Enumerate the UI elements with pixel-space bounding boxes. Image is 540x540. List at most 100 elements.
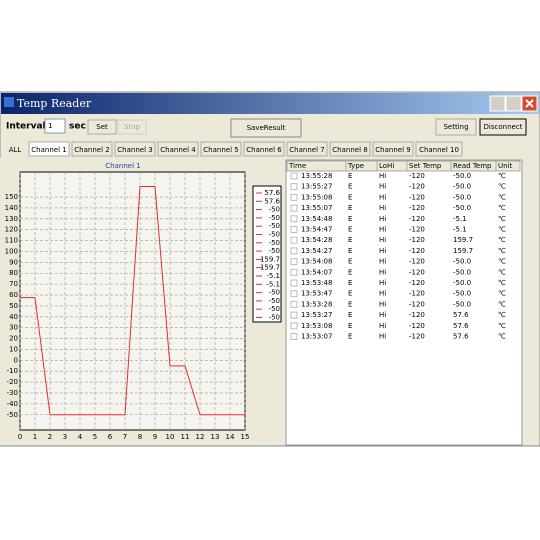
y-tick-label: 40 bbox=[9, 313, 18, 321]
table-cell: 13:55:08 bbox=[301, 193, 332, 201]
tab[interactable] bbox=[28, 141, 70, 157]
table-cell: 13:54:27 bbox=[301, 247, 332, 255]
tab[interactable] bbox=[415, 141, 463, 157]
table-cell: E bbox=[348, 279, 352, 287]
y-tick-label: 100 bbox=[5, 247, 18, 255]
table-cell: -50.0 bbox=[453, 300, 471, 308]
tab-label: Channel 10 bbox=[419, 146, 459, 154]
table-cell: E bbox=[348, 300, 352, 308]
table-cell: -120 bbox=[409, 172, 425, 180]
y-tick-label: 0 bbox=[14, 356, 18, 364]
tab[interactable] bbox=[4, 142, 26, 156]
table-cell: E bbox=[348, 268, 352, 276]
row-checkbox[interactable] bbox=[290, 258, 298, 266]
interval-input[interactable] bbox=[44, 118, 66, 134]
table-cell: 13:55:28 bbox=[301, 172, 332, 180]
disconnect-button[interactable] bbox=[479, 118, 527, 136]
stop-button[interactable] bbox=[117, 119, 147, 135]
x-tick-label: 10 bbox=[166, 433, 175, 441]
setting-label: Setting bbox=[443, 123, 468, 131]
tab[interactable] bbox=[71, 141, 113, 157]
tab[interactable] bbox=[200, 141, 242, 157]
row-checkbox[interactable] bbox=[290, 172, 298, 180]
table-cell: Hi bbox=[379, 247, 386, 255]
row-checkbox[interactable] bbox=[290, 290, 298, 298]
maximize-button[interactable] bbox=[505, 95, 522, 112]
table-cell: 13:54:48 bbox=[301, 215, 332, 223]
table-cell: E bbox=[348, 172, 352, 180]
table-cell: ℃ bbox=[498, 172, 506, 180]
table-cell: -50.0 bbox=[453, 183, 471, 191]
row-checkbox[interactable] bbox=[290, 311, 298, 319]
row-checkbox[interactable] bbox=[290, 226, 298, 233]
tab-label: Channel 6 bbox=[246, 146, 282, 154]
setting-button[interactable] bbox=[435, 118, 477, 136]
table-cell: -120 bbox=[409, 183, 425, 191]
table-cell: Hi bbox=[379, 215, 386, 223]
minimize-button[interactable] bbox=[489, 95, 506, 112]
tab[interactable] bbox=[286, 141, 328, 157]
column-header-label: Read Temp bbox=[453, 162, 492, 170]
save-button[interactable] bbox=[230, 118, 302, 138]
legend-value: -50 bbox=[269, 206, 280, 214]
legend-value: -50 bbox=[269, 314, 280, 322]
table-cell: Hi bbox=[379, 268, 386, 276]
table-cell: 13:53:07 bbox=[301, 333, 332, 341]
table-cell: 13:55:27 bbox=[301, 183, 332, 191]
x-tick-label: 0 bbox=[18, 433, 22, 441]
table-cell: 13:54:07 bbox=[301, 268, 332, 276]
row-checkbox[interactable] bbox=[290, 247, 298, 255]
legend-value: -50 bbox=[269, 214, 280, 222]
table-cell: 13:53:27 bbox=[301, 311, 332, 319]
table-cell: 13:54:08 bbox=[301, 258, 332, 266]
tab-label: Channel 7 bbox=[289, 146, 324, 154]
tab[interactable] bbox=[372, 141, 414, 157]
table-cell: -50.0 bbox=[453, 279, 471, 287]
table-cell: E bbox=[348, 193, 352, 201]
x-tick-label: 1 bbox=[33, 433, 37, 441]
row-checkbox[interactable] bbox=[290, 300, 298, 308]
table-cell: 57.6 bbox=[453, 311, 469, 319]
row-checkbox[interactable] bbox=[290, 183, 298, 191]
tab[interactable] bbox=[329, 141, 371, 157]
y-tick-label: -50 bbox=[7, 411, 18, 419]
table-cell: Hi bbox=[379, 333, 386, 341]
y-tick-label: 110 bbox=[5, 237, 18, 245]
table-cell: E bbox=[348, 258, 352, 266]
row-checkbox[interactable] bbox=[290, 204, 298, 212]
column-header-label: LoHi bbox=[379, 162, 394, 170]
tab-label: Channel 8 bbox=[332, 146, 367, 154]
y-tick-label: -10 bbox=[7, 367, 18, 375]
column-header[interactable] bbox=[495, 160, 521, 172]
table-cell: ℃ bbox=[498, 247, 506, 255]
row-checkbox[interactable] bbox=[290, 268, 298, 276]
title-bar bbox=[1, 93, 539, 114]
row-checkbox[interactable] bbox=[290, 215, 298, 223]
table-cell: -50.0 bbox=[453, 268, 471, 276]
table-cell: -120 bbox=[409, 204, 425, 212]
row-checkbox[interactable] bbox=[290, 193, 298, 201]
tab[interactable] bbox=[243, 141, 285, 157]
row-checkbox[interactable] bbox=[290, 279, 298, 287]
set-button[interactable] bbox=[87, 119, 117, 135]
table-cell: 159.7 bbox=[453, 236, 473, 244]
table-cell: -120 bbox=[409, 193, 425, 201]
row-checkbox[interactable] bbox=[290, 333, 298, 340]
legend-value: -50 bbox=[269, 289, 280, 297]
y-tick-label: 120 bbox=[5, 226, 18, 234]
table-cell: Hi bbox=[379, 183, 386, 191]
table-cell: ℃ bbox=[498, 226, 506, 234]
table-cell: -50.0 bbox=[453, 258, 471, 266]
table-cell: -120 bbox=[409, 300, 425, 308]
table-panel bbox=[285, 159, 523, 446]
table-cell: ℃ bbox=[498, 204, 506, 212]
tab[interactable] bbox=[114, 141, 156, 157]
tab[interactable] bbox=[157, 141, 199, 157]
y-tick-label: 30 bbox=[9, 324, 18, 332]
row-checkbox[interactable] bbox=[290, 322, 298, 330]
row-checkbox[interactable] bbox=[290, 236, 298, 244]
tab-label: Channel 4 bbox=[160, 146, 196, 154]
table-cell: ℃ bbox=[498, 322, 506, 330]
table-cell: -50.0 bbox=[453, 193, 471, 201]
interval-unit: sec bbox=[69, 122, 86, 132]
